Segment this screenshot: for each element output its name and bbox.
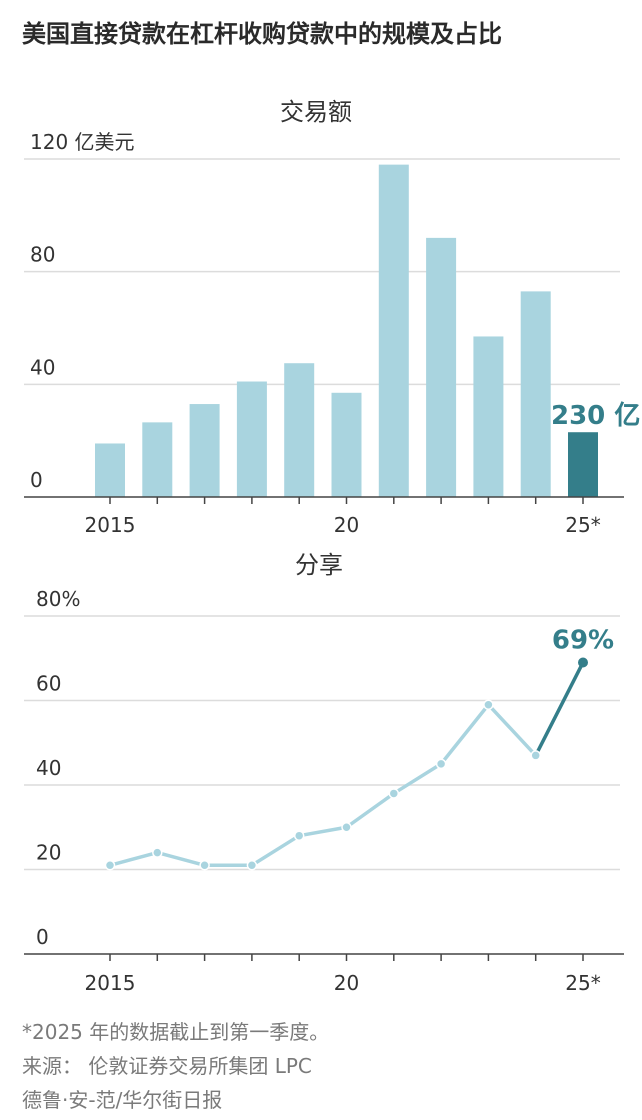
bar-y-tick-label: 0	[30, 468, 43, 492]
line-point	[246, 860, 258, 871]
line-y-tick-label: 0	[36, 925, 49, 949]
line-point	[530, 750, 541, 761]
bar-y-tick-label: 80	[30, 243, 55, 267]
line-point-highlight	[578, 657, 588, 668]
footnote-note: *2025 年的数据截止到第一季度。	[22, 1020, 330, 1044]
line-chart: 0 20 40 60 80% 2015 20 25* 69%	[24, 587, 624, 995]
line-y-tick-label: 80%	[36, 587, 80, 611]
bar-y-tick-label: 40	[30, 355, 55, 379]
bar-x-tick-label: 20	[334, 513, 359, 537]
line-y-tick-label: 20	[36, 841, 61, 865]
line-point	[152, 847, 163, 858]
line-chart-title: 分享	[295, 551, 343, 579]
bar	[426, 237, 457, 497]
bar-x-tick-label: 25*	[565, 513, 600, 537]
chart-title: 美国直接贷款在杠杆收购贷款中的规模及占比	[22, 20, 502, 48]
share-line-highlight-segment	[533, 660, 585, 758]
line-point	[435, 758, 447, 770]
bar	[189, 404, 220, 497]
line-x-tick-label: 25*	[565, 971, 600, 995]
line-x-tick-label: 20	[334, 971, 359, 995]
bar	[378, 164, 409, 497]
bar	[95, 443, 125, 497]
line-point	[293, 830, 305, 841]
line-highlight-label: 69%	[552, 625, 614, 655]
line-y-tick-label: 40	[36, 756, 61, 780]
bar	[142, 422, 173, 497]
line-x-tick-label: 2015	[85, 971, 136, 995]
bar-chart-title: 交易额	[280, 98, 352, 126]
line-point	[341, 822, 352, 833]
bar	[236, 381, 267, 497]
line-point	[483, 699, 494, 710]
bar-y-tick-label: 120 亿美元	[30, 130, 135, 154]
bar	[520, 291, 551, 497]
bar-highlight-label: 230 亿	[551, 401, 640, 431]
line-point	[388, 788, 400, 799]
line-point	[199, 860, 210, 871]
footnote-source: 来源： 伦敦证券交易所集团 LPC	[22, 1054, 312, 1078]
line-point	[104, 860, 116, 871]
bar-chart: 0 40 80 120 亿美元 2015 20 25* 230 亿	[24, 130, 640, 537]
bar-highlight	[568, 432, 598, 497]
line-y-tick-label: 60	[36, 672, 61, 696]
share-line-series	[108, 702, 538, 868]
footnote-credit: 德鲁·安-范/华尔街日报	[22, 1088, 223, 1112]
bar	[473, 336, 504, 497]
bar	[331, 392, 362, 497]
bar-x-tick-label: 2015	[85, 513, 136, 537]
bar	[284, 363, 315, 497]
